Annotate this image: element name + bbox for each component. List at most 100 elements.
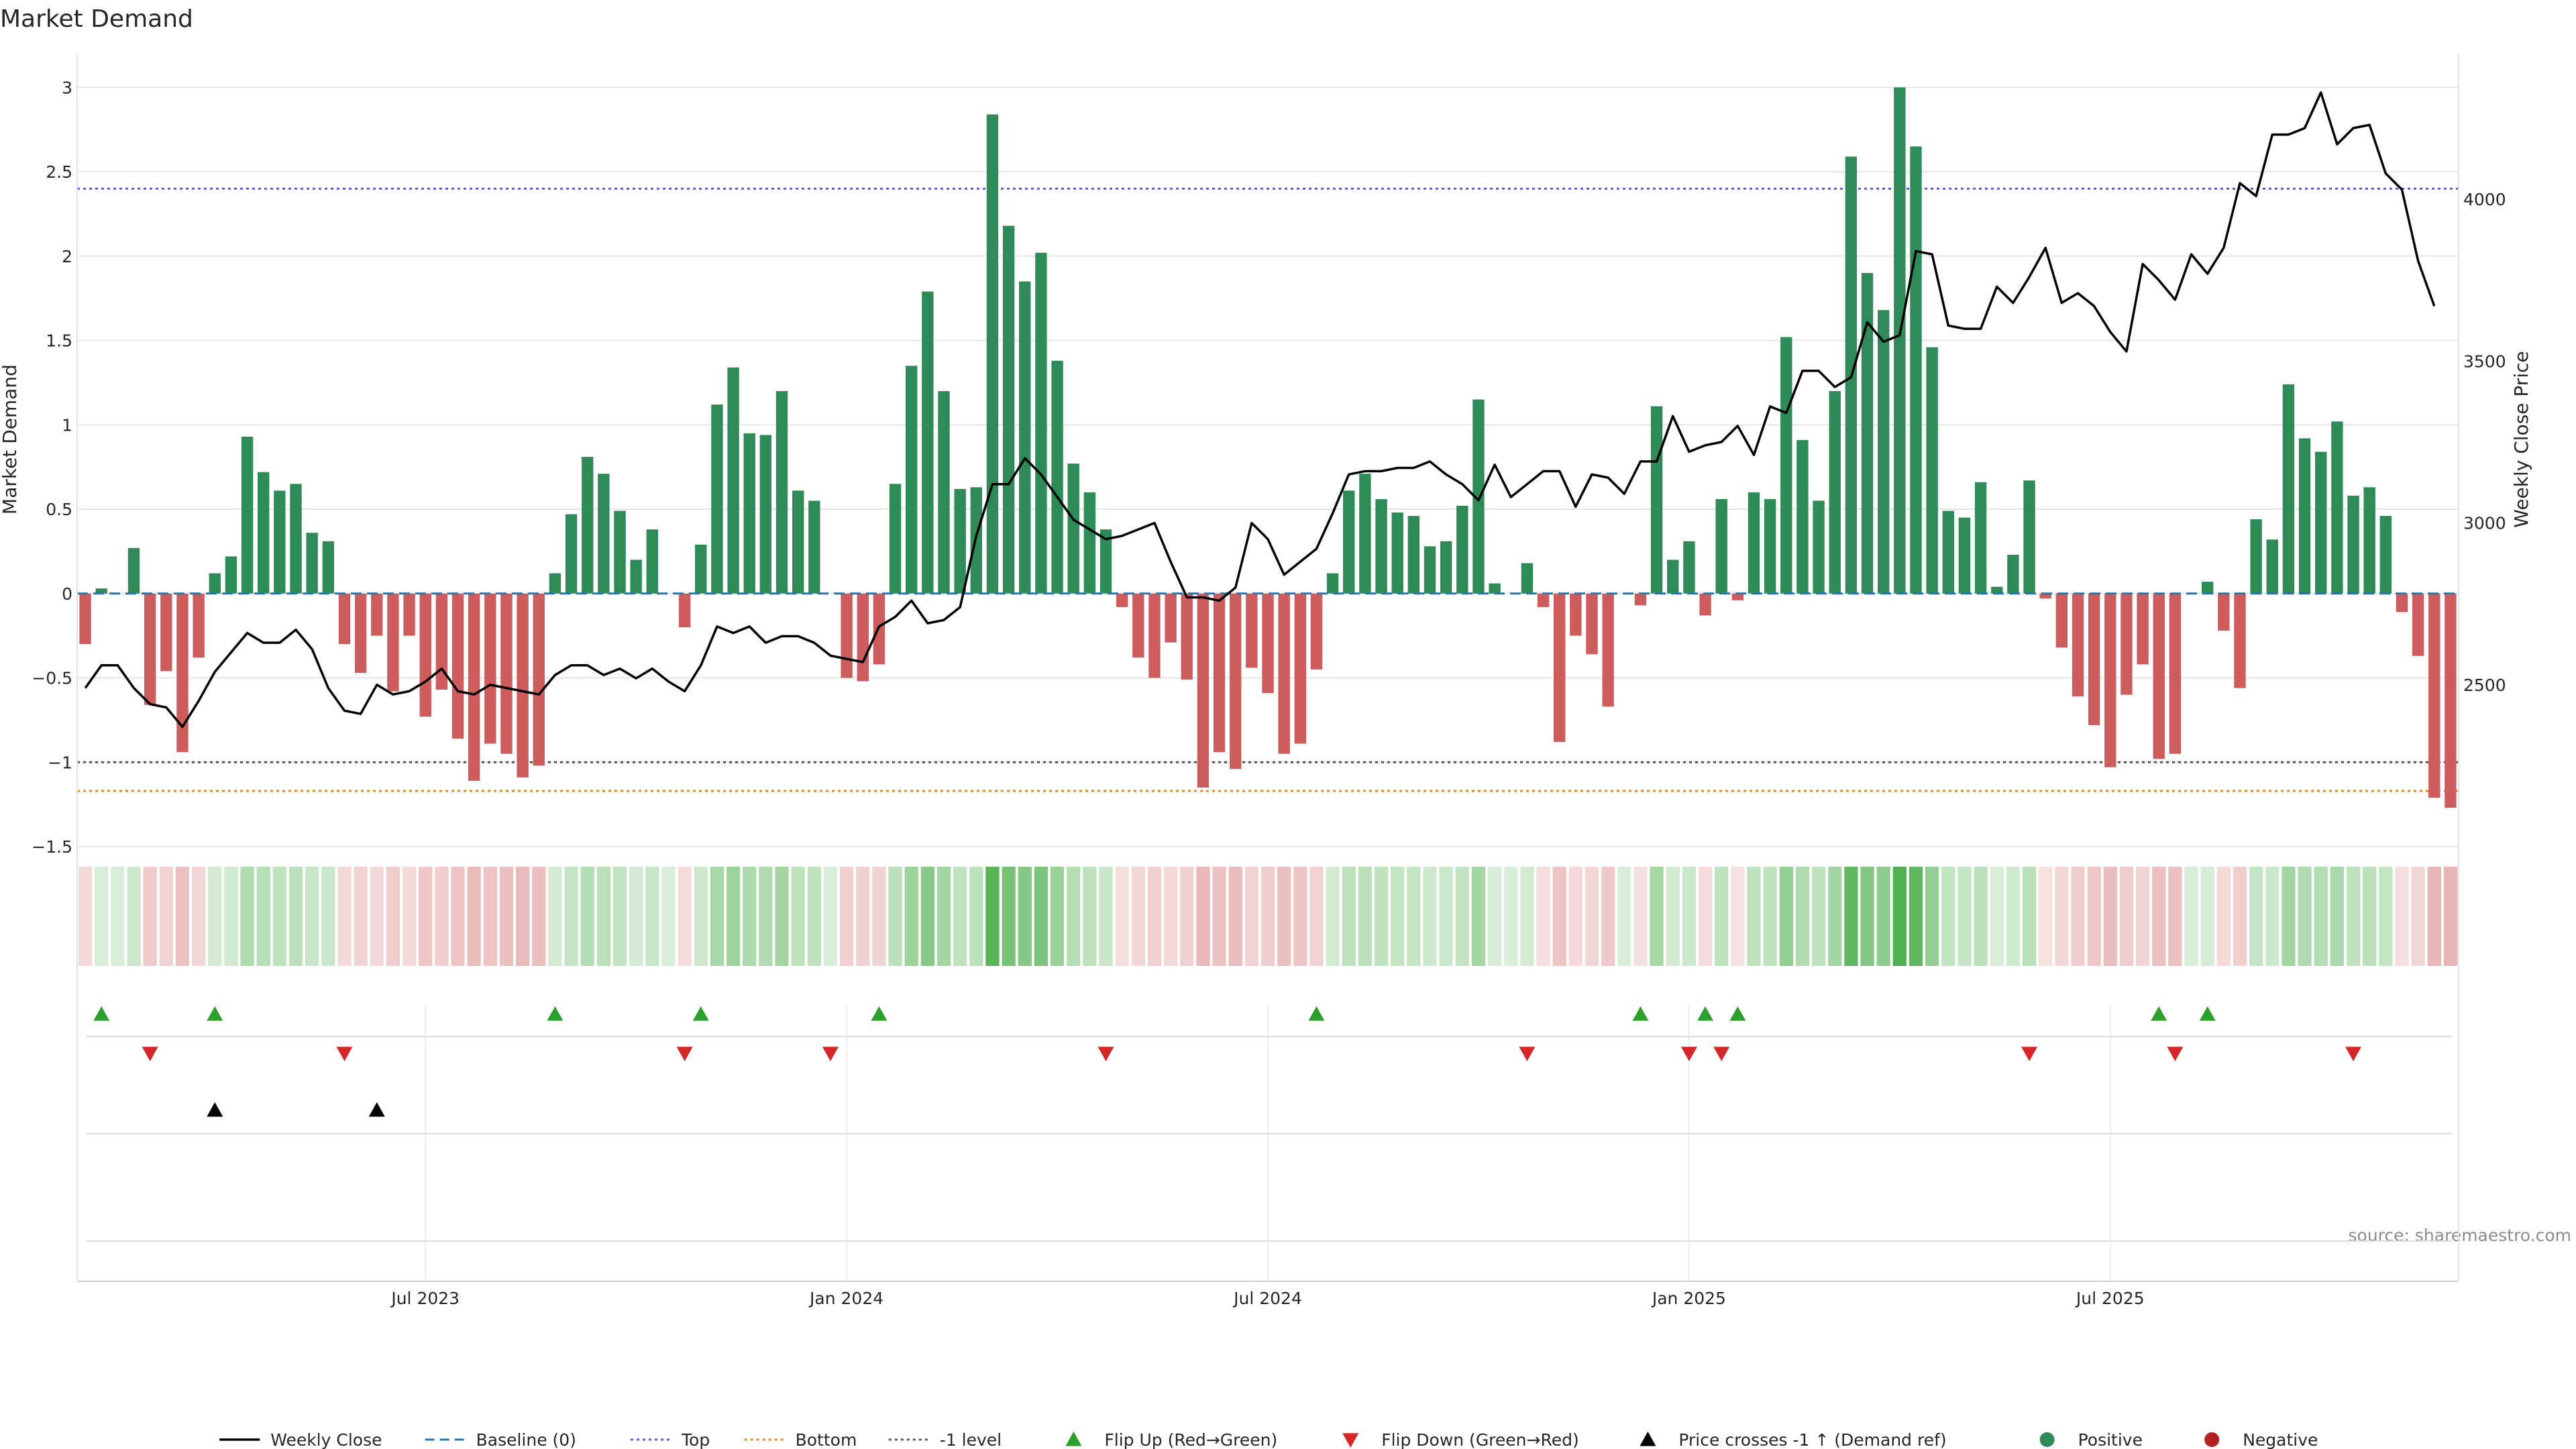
heat-cell-positive	[1018, 867, 1032, 966]
bar-negative	[1278, 593, 1290, 754]
flip-up-marker	[207, 1006, 223, 1021]
heat-cell-positive	[1844, 867, 1858, 966]
bar-positive	[1796, 439, 1809, 594]
bar-positive	[1715, 498, 1727, 594]
bar-negative	[2039, 593, 2051, 599]
bar-positive	[2331, 421, 2343, 594]
heat-cell-negative	[1196, 867, 1210, 966]
bar-negative	[193, 593, 205, 658]
heat-cell-negative	[515, 867, 530, 966]
bar-negative	[387, 593, 399, 692]
bar-positive	[1083, 492, 1096, 594]
heat-cell-negative	[467, 867, 481, 966]
bar-positive	[2201, 582, 2214, 594]
bar-negative	[484, 593, 496, 744]
heat-cell-negative	[2087, 867, 2101, 966]
bar-negative	[1699, 593, 1711, 616]
x-tick-label: Jul 2024	[1232, 1289, 1302, 1308]
heat-cell-positive	[127, 867, 141, 966]
bar-negative	[338, 593, 351, 645]
bar-positive	[906, 366, 918, 594]
bar-positive	[1326, 573, 1339, 594]
heat-cell-positive	[2006, 867, 2021, 966]
bar-positive	[1359, 474, 1371, 594]
flip-down-marker	[1097, 1046, 1114, 1061]
flip-down-marker	[2021, 1046, 2038, 1061]
legend-swatch-triangle-up	[1640, 1432, 1656, 1446]
bar-positive	[646, 529, 659, 594]
heat-cell-negative	[678, 867, 692, 966]
heat-cell-positive	[2282, 867, 2296, 966]
heat-cell-negative	[2395, 867, 2409, 966]
legend-swatch-circle	[2039, 1432, 2055, 1447]
bar-positive	[2250, 519, 2262, 594]
y-axis-label: Market Demand	[0, 364, 21, 515]
heat-cell-positive	[321, 867, 335, 966]
heat-cell-negative	[159, 867, 173, 966]
bar-positive	[1958, 517, 1971, 594]
bar-positive	[695, 544, 707, 594]
bar-negative	[1132, 593, 1144, 658]
bar-negative	[1230, 593, 1242, 769]
legend-label: -1 level	[940, 1430, 1002, 1449]
heat-cell-positive	[1666, 867, 1680, 966]
heat-cell-negative	[1212, 867, 1226, 966]
bar-positive	[2282, 384, 2295, 594]
bar-positive	[743, 433, 755, 594]
legend-swatch-circle	[2204, 1432, 2220, 1447]
heat-cell-positive	[775, 867, 789, 966]
bar-positive	[1829, 390, 1841, 594]
heat-cell-negative	[2411, 867, 2425, 966]
bar-negative	[2104, 593, 2116, 767]
bar-positive	[1650, 406, 1663, 594]
bar-negative	[2153, 593, 2165, 759]
heat-cell-positive	[596, 867, 611, 966]
bar-negative	[533, 593, 545, 766]
heat-cell-positive	[2363, 867, 2377, 966]
heat-cell-positive	[2379, 867, 2393, 966]
bar-negative	[1634, 593, 1647, 606]
heat-cell-positive	[759, 867, 773, 966]
heat-cell-positive	[1763, 867, 1777, 966]
heat-cell-negative	[337, 867, 352, 966]
bar-positive	[711, 405, 723, 594]
flip-down-marker	[1680, 1046, 1697, 1061]
heat-cell-positive	[580, 867, 594, 966]
heat-cell-positive	[1050, 867, 1065, 966]
price-cross-marker	[207, 1102, 223, 1117]
legend-label: Negative	[2243, 1430, 2318, 1449]
bar-positive	[1051, 360, 1063, 594]
bar-negative	[451, 593, 464, 739]
chart-title: Market Demand	[0, 5, 193, 33]
heat-cell-negative	[483, 867, 497, 966]
bar-negative	[2169, 593, 2182, 754]
bar-positive	[1910, 146, 1922, 594]
x-tick-label: Jan 2024	[808, 1289, 883, 1308]
heat-cell-negative	[402, 867, 417, 966]
bar-positive	[290, 484, 302, 594]
heat-cell-positive	[272, 867, 287, 966]
bar-negative	[841, 593, 853, 678]
bar-positive	[1942, 511, 1954, 594]
flip-down-marker	[822, 1046, 839, 1061]
bar-positive	[322, 541, 335, 594]
heat-cell-negative	[1731, 867, 1745, 966]
bar-negative	[2445, 593, 2457, 808]
heat-cell-negative	[2427, 867, 2441, 966]
bar-positive	[225, 556, 237, 594]
bar-positive	[1894, 87, 1906, 594]
heat-cell-positive	[694, 867, 708, 966]
bar-positive	[938, 390, 950, 594]
heat-cell-positive	[2265, 867, 2279, 966]
bar-negative	[2088, 593, 2100, 725]
bar-positive	[2379, 516, 2392, 594]
bar-positive	[808, 500, 820, 594]
bar-positive	[1407, 516, 1420, 594]
heat-cell-negative	[2119, 867, 2134, 966]
heat-cell-positive	[985, 867, 1000, 966]
bar-positive	[274, 490, 286, 594]
bar-negative	[1213, 593, 1226, 753]
y2-axis-label: Weekly Close Price	[2510, 351, 2532, 527]
bar-positive	[759, 435, 772, 594]
heat-cell-negative	[2135, 867, 2150, 966]
